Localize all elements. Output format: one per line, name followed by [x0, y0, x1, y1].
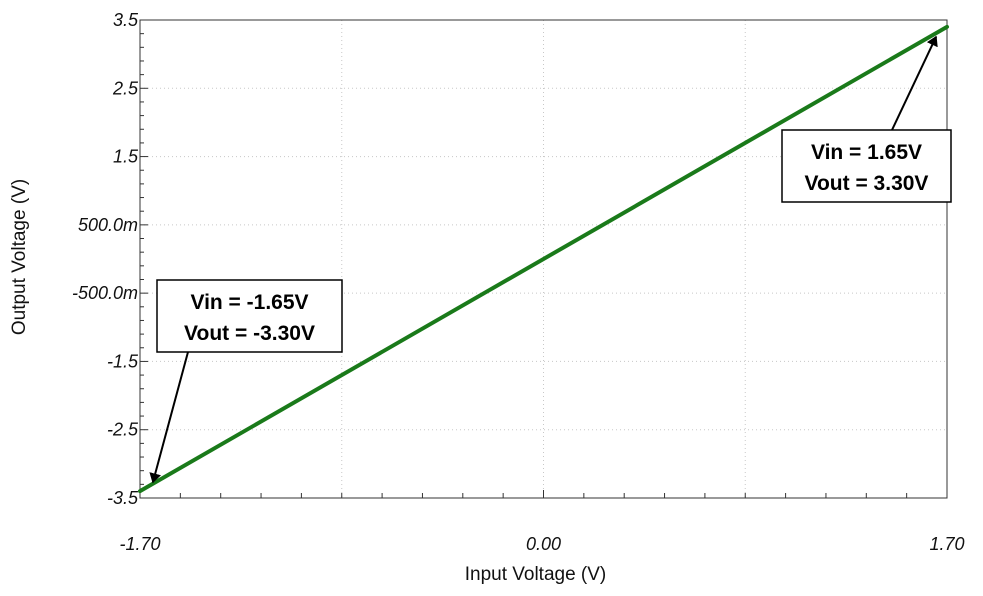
annotation-vin-label: Vin = 1.65V — [811, 141, 922, 164]
plot-frame — [139, 19, 948, 499]
y-tick-label: 3.5 — [113, 10, 139, 30]
x-tick-label: 0.00 — [526, 534, 561, 554]
y-tick-label: -500.0m — [72, 283, 138, 303]
annotation-vin-pos: Vin = 1.65V Vout = 3.30V — [781, 35, 952, 203]
y-axis-title: Output Voltage (V) — [9, 179, 30, 335]
x-axis-title: Input Voltage (V) — [465, 564, 607, 585]
annotation-vin-neg: Vin = -1.65V Vout = -3.30V — [149, 279, 343, 484]
y-tick-labels: 3.5 2.5 1.5 500.0m -500.0m -1.5 -2.5 -3.5 — [72, 10, 139, 508]
annotation-vout-label: Vout = 3.30V — [805, 172, 929, 195]
y-tick-label: 500.0m — [78, 215, 138, 235]
series-line-0 — [138, 24, 949, 494]
annotation-box-neg — [156, 279, 343, 353]
series-layer — [138, 24, 949, 494]
y-tick-label: -1.5 — [107, 351, 139, 371]
x-tick-labels: -1.70 0.00 1.70 — [119, 534, 964, 554]
x-tick-label: -1.70 — [119, 534, 160, 554]
annotation-vout-label: Vout = -3.30V — [184, 322, 315, 345]
y-tick-label: 2.5 — [112, 78, 139, 98]
annotation-arrow-pos — [891, 35, 938, 131]
y-tick-label: 1.5 — [113, 147, 139, 167]
y-tick-label: -2.5 — [107, 420, 139, 440]
annotation-box-pos — [781, 129, 952, 203]
x-tick-label: 1.70 — [929, 534, 964, 554]
annotation-vin-label: Vin = -1.65V — [190, 291, 308, 314]
y-tick-label: -3.5 — [107, 488, 139, 508]
annotation-arrow-neg — [149, 351, 189, 484]
